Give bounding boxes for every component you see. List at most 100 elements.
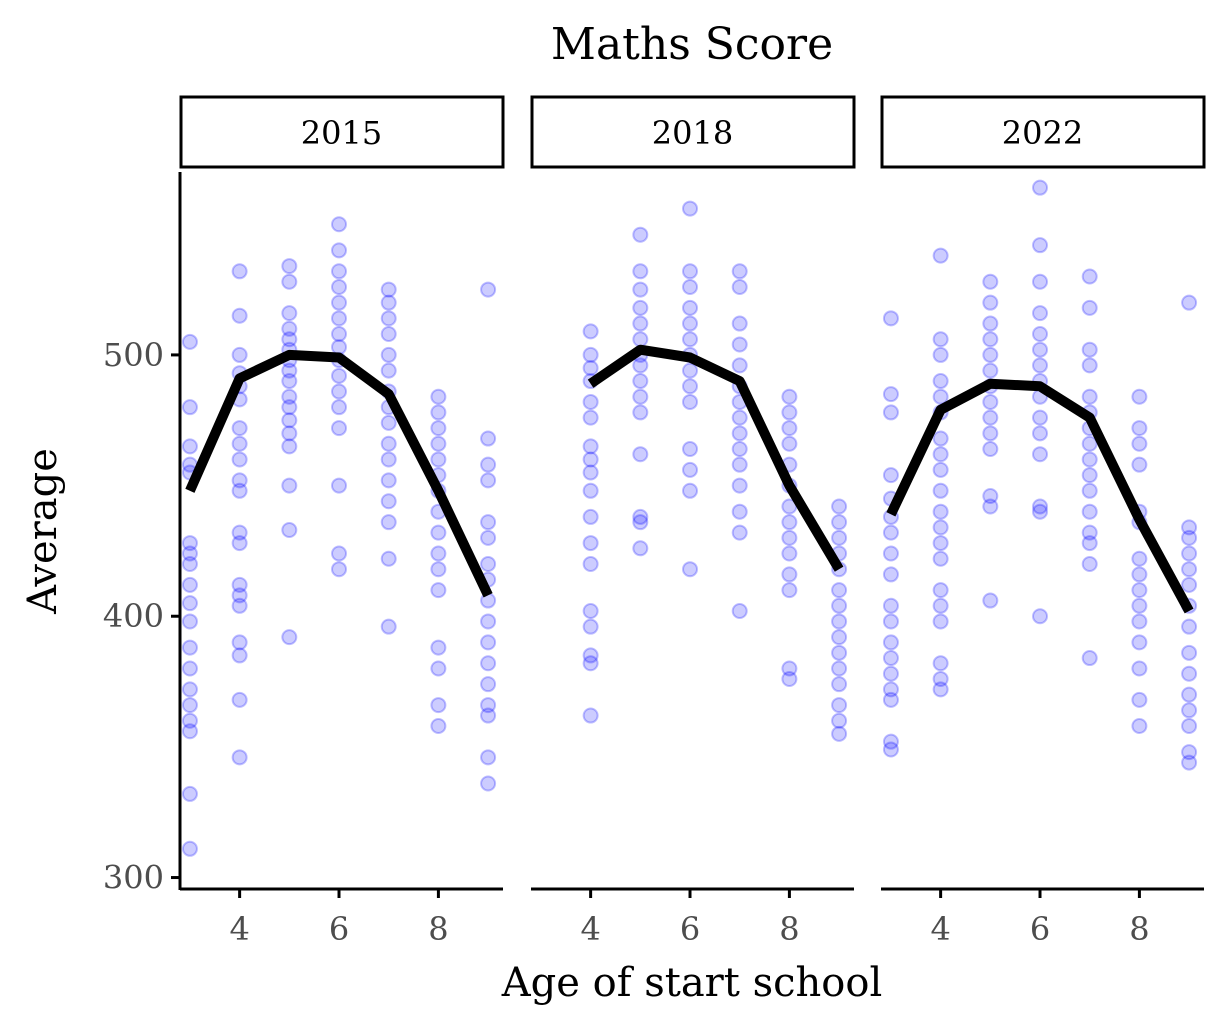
data-point <box>181 545 198 562</box>
data-point <box>632 357 649 374</box>
data-point <box>682 278 699 295</box>
data-point <box>1081 535 1098 552</box>
data-point <box>582 707 599 724</box>
data-point <box>882 634 899 651</box>
data-point <box>731 336 748 353</box>
data-point <box>682 331 699 348</box>
data-point <box>632 226 649 243</box>
data-point <box>281 273 298 290</box>
data-point <box>1131 613 1148 630</box>
data-point <box>1032 179 1049 196</box>
data-point <box>1032 425 1049 442</box>
data-point <box>430 435 447 452</box>
facet-panel-2022: 2022 4 6 8 <box>880 95 1206 948</box>
data-point <box>281 438 298 455</box>
data-point <box>882 681 899 698</box>
data-point <box>281 373 298 390</box>
data-point <box>181 399 198 416</box>
data-point <box>331 339 348 356</box>
data-point <box>982 592 999 609</box>
data-point <box>781 388 798 405</box>
x-tick-label: 4 <box>580 910 600 948</box>
data-point <box>982 440 999 457</box>
data-point <box>430 582 447 599</box>
data-point <box>480 514 497 531</box>
facet-strip <box>530 95 856 169</box>
data-point <box>682 315 699 332</box>
data-point <box>181 712 198 729</box>
data-point <box>380 451 397 468</box>
data-point <box>781 566 798 583</box>
data-point <box>1032 326 1049 343</box>
data-point <box>682 393 699 410</box>
data-point <box>1131 420 1148 437</box>
data-point <box>1131 550 1148 567</box>
data-point <box>932 461 949 478</box>
data-point <box>331 278 348 295</box>
data-point <box>231 435 248 452</box>
data-point <box>882 386 899 403</box>
data-point <box>831 644 848 661</box>
data-point <box>632 263 649 280</box>
mean-line <box>886 378 1194 614</box>
data-point <box>1181 686 1198 703</box>
data-point <box>932 597 949 614</box>
points <box>582 200 848 742</box>
data-point <box>480 472 497 489</box>
points <box>181 216 497 857</box>
data-point <box>932 446 949 463</box>
data-point <box>1081 524 1098 541</box>
data-point <box>480 430 497 447</box>
data-point <box>1181 644 1198 661</box>
data-point <box>731 315 748 332</box>
y-axis: 300 400 500 <box>103 172 182 897</box>
data-point <box>480 281 497 298</box>
x-tick-label: 6 <box>329 910 349 948</box>
data-point <box>181 438 198 455</box>
data-point <box>430 697 447 714</box>
data-point <box>430 660 447 677</box>
data-point <box>1081 357 1098 374</box>
data-point <box>932 430 949 447</box>
data-point <box>380 472 397 489</box>
data-point <box>1181 576 1198 593</box>
data-point <box>380 618 397 635</box>
data-point <box>331 545 348 562</box>
data-point <box>731 357 748 374</box>
data-point <box>682 461 699 478</box>
data-point <box>231 307 248 324</box>
data-point <box>632 446 649 463</box>
data-point <box>682 561 699 578</box>
data-point <box>331 367 348 384</box>
data-point <box>632 388 649 405</box>
data-point <box>1081 482 1098 499</box>
data-point <box>982 273 999 290</box>
data-point <box>1181 618 1198 635</box>
data-point <box>882 310 899 327</box>
data-point <box>1032 498 1049 515</box>
data-point <box>982 409 999 426</box>
data-point <box>331 561 348 578</box>
data-point <box>781 404 798 421</box>
data-point <box>1032 409 1049 426</box>
data-point <box>1181 294 1198 311</box>
data-point <box>632 540 649 557</box>
data-point <box>380 346 397 363</box>
data-point <box>231 647 248 664</box>
data-point <box>582 464 599 481</box>
y-tick-label: 400 <box>103 597 164 635</box>
data-point <box>781 529 798 546</box>
x-tick-label: 4 <box>229 910 249 948</box>
data-point <box>632 508 649 525</box>
data-point <box>380 294 397 311</box>
data-point <box>632 373 649 390</box>
data-point <box>380 493 397 510</box>
data-point <box>831 697 848 714</box>
data-point <box>1081 268 1098 285</box>
data-point <box>1181 529 1198 546</box>
data-point <box>380 514 397 531</box>
data-point <box>331 383 348 400</box>
data-point <box>831 597 848 614</box>
data-point <box>430 639 447 656</box>
data-point <box>582 655 599 672</box>
